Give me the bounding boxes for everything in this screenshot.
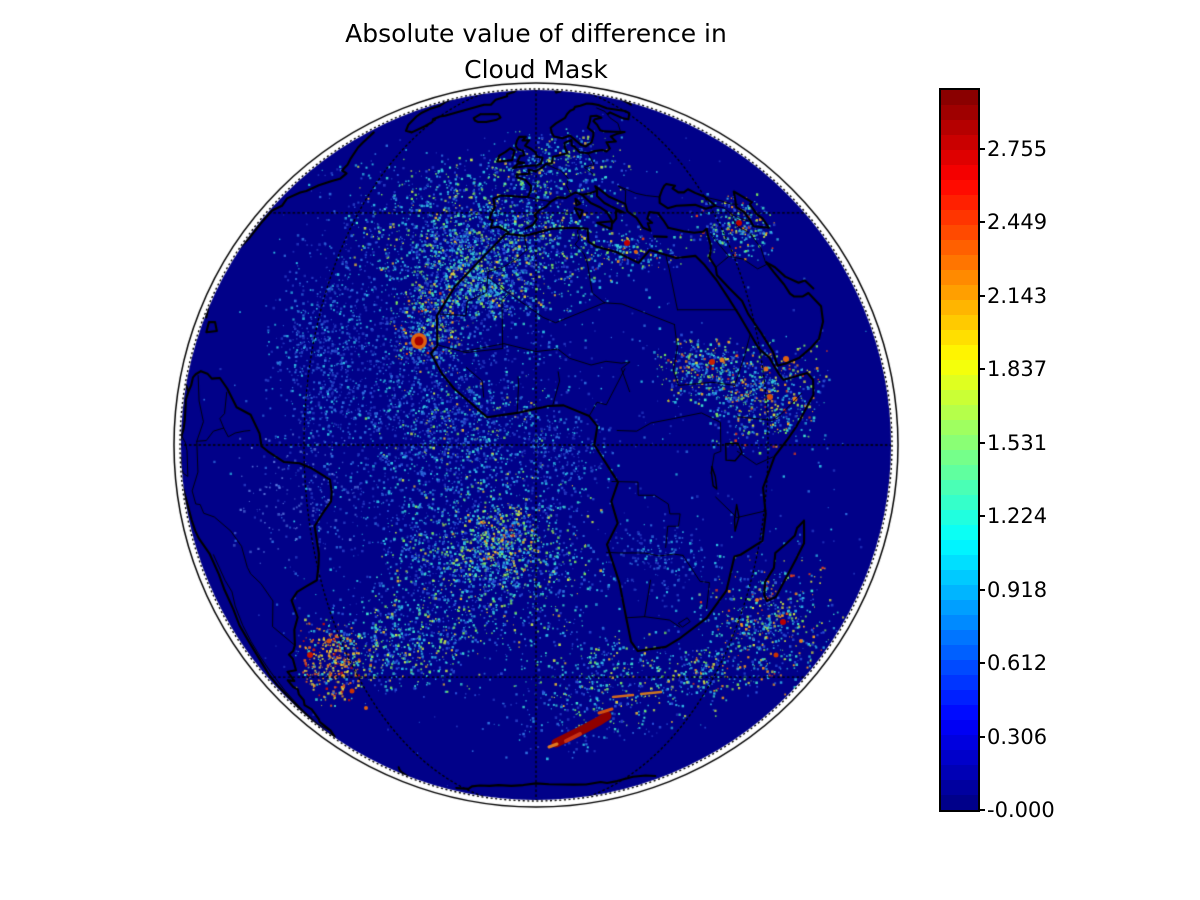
colorbar-segment xyxy=(941,240,978,255)
colorbar-tick-label: 0.306 xyxy=(987,724,1048,749)
colorbar-segment xyxy=(941,525,978,540)
colorbar-segment xyxy=(941,735,978,750)
colorbar-tick-label: 1.837 xyxy=(987,357,1048,382)
colorbar-tick-label: 1.531 xyxy=(987,430,1048,455)
colorbar-segment xyxy=(941,255,978,270)
colorbar-segment xyxy=(941,720,978,735)
colorbar-tick-label: 2.755 xyxy=(987,136,1048,161)
colorbar-tick-mark xyxy=(978,294,985,297)
colorbar-tick-mark xyxy=(978,735,985,738)
colorbar-segment xyxy=(941,450,978,465)
colorbar-tick-label: 2.449 xyxy=(987,210,1048,235)
colorbar-segment xyxy=(941,300,978,315)
colorbar-segment xyxy=(941,345,978,360)
colorbar-segment xyxy=(941,690,978,705)
colorbar-segment xyxy=(941,390,978,405)
colorbar-segment xyxy=(941,645,978,660)
colorbar-tick-label: 1.224 xyxy=(987,504,1048,529)
colorbar-segment xyxy=(941,600,978,615)
plot-title-line2: Cloud Mask xyxy=(464,55,608,84)
colorbar-tick-mark xyxy=(978,662,985,665)
colorbar-tick-label: 2.143 xyxy=(987,283,1048,308)
colorbar-segment xyxy=(941,795,978,810)
colorbar-segment xyxy=(941,630,978,645)
colorbar-segment xyxy=(941,150,978,165)
colorbar-segment xyxy=(941,360,978,375)
plot-title: Absolute value of difference in Cloud Ma… xyxy=(86,16,986,88)
colorbar-segment xyxy=(941,615,978,630)
colorbar-gradient xyxy=(941,90,978,810)
plot-title-line1: Absolute value of difference in xyxy=(345,19,727,48)
colorbar-segment xyxy=(941,180,978,195)
colorbar-tick-mark xyxy=(978,515,985,518)
colorbar-tick-label: 0.612 xyxy=(987,651,1048,676)
colorbar-tick-mark xyxy=(978,221,985,224)
colorbar-tick-mark xyxy=(978,147,985,150)
colorbar-segment xyxy=(941,330,978,345)
colorbar-segment xyxy=(941,570,978,585)
colorbar-segment xyxy=(941,90,978,105)
colorbar-segment xyxy=(941,285,978,300)
colorbar-segment xyxy=(941,225,978,240)
colorbar-segment xyxy=(941,465,978,480)
colorbar-segment xyxy=(941,660,978,675)
colorbar-segment xyxy=(941,705,978,720)
colorbar-tick-mark xyxy=(978,588,985,591)
colorbar-tick-mark xyxy=(978,368,985,371)
colorbar-segment xyxy=(941,675,978,690)
colorbar-segment xyxy=(941,120,978,135)
colorbar-segment xyxy=(941,495,978,510)
colorbar-segment xyxy=(941,585,978,600)
colorbar-segment xyxy=(941,315,978,330)
colorbar xyxy=(939,88,980,812)
colorbar-segment xyxy=(941,435,978,450)
colorbar-segment xyxy=(941,480,978,495)
colorbar-segment xyxy=(941,780,978,795)
colorbar-segment xyxy=(941,555,978,570)
colorbar-segment xyxy=(941,135,978,150)
colorbar-segment xyxy=(941,270,978,285)
colorbar-tick-mark xyxy=(978,809,985,811)
colorbar-segment xyxy=(941,165,978,180)
colorbar-segment xyxy=(941,765,978,780)
colorbar-segment xyxy=(941,210,978,225)
colorbar-segment xyxy=(941,420,978,435)
colorbar-tick-label: 0.918 xyxy=(987,577,1048,602)
colorbar-segment xyxy=(941,510,978,525)
colorbar-tick-label: -0.000 xyxy=(987,798,1055,822)
colorbar-segment xyxy=(941,375,978,390)
colorbar-segment xyxy=(941,540,978,555)
colorbar-segment xyxy=(941,105,978,120)
colorbar-tick-mark xyxy=(978,441,985,444)
colorbar-segment xyxy=(941,750,978,765)
colorbar-segment xyxy=(941,405,978,420)
colorbar-segment xyxy=(941,195,978,210)
